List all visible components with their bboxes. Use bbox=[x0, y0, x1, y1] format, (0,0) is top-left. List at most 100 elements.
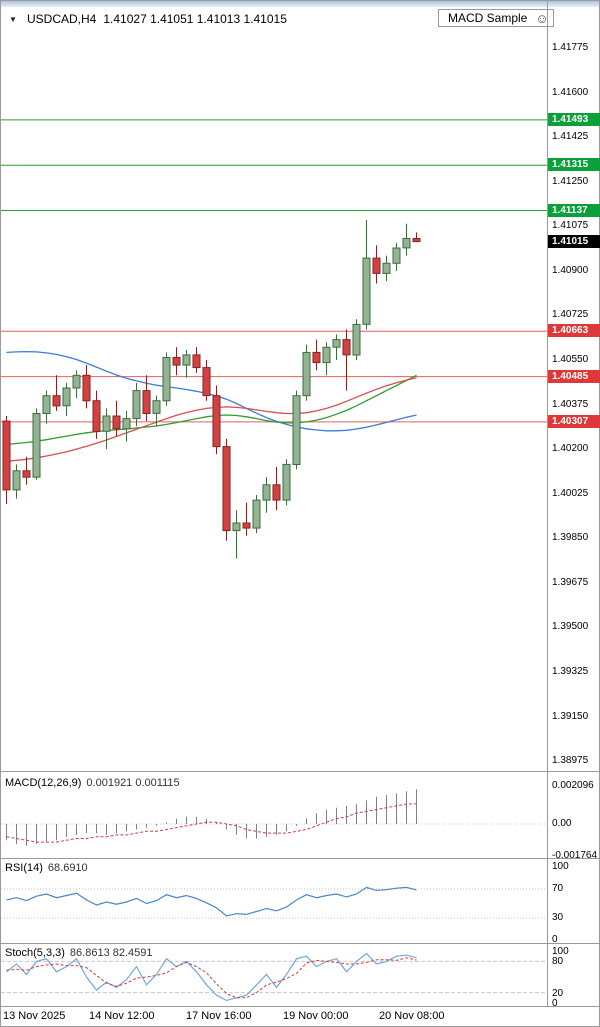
candle-body bbox=[52, 395, 61, 407]
candle-body bbox=[112, 415, 121, 430]
panel-separator[interactable] bbox=[1, 771, 599, 772]
rsi-axis-label: 100 bbox=[552, 861, 569, 872]
candle-body bbox=[182, 354, 191, 366]
support-price-label: 1.40485 bbox=[548, 370, 600, 383]
symbol-period-label: USDCAD,H4 bbox=[27, 12, 97, 26]
rsi-axis-label: 30 bbox=[552, 912, 564, 923]
candle-body bbox=[402, 238, 411, 249]
rsi-axis-label: 0 bbox=[552, 934, 558, 945]
stoch-axis-label: 100 bbox=[552, 946, 569, 957]
stoch-axis-label: 0 bbox=[552, 998, 558, 1009]
candle-body bbox=[282, 463, 291, 501]
candle-body bbox=[272, 484, 281, 501]
chart-title-bar: ▼ USDCAD,H4 1.41027 1.41051 1.41013 1.41… bbox=[6, 10, 287, 28]
candle-body bbox=[72, 374, 81, 389]
macd-indicator-name: MACD(12,26,9) bbox=[5, 777, 82, 789]
candle-body bbox=[362, 257, 371, 325]
ma-red bbox=[6, 377, 417, 463]
main-chart-canvas[interactable] bbox=[1, 31, 547, 771]
time-axis[interactable]: 13 Nov 2025 14 Nov 12:00 17 Nov 16:00 19 No… bbox=[1, 1007, 600, 1027]
price-tick: 1.40025 bbox=[552, 488, 589, 499]
candle-body bbox=[232, 522, 241, 532]
macd-panel-canvas[interactable] bbox=[1, 774, 547, 858]
rsi-panel-label: RSI(14) 68.6910 bbox=[5, 862, 88, 874]
price-tick: 1.40375 bbox=[552, 399, 589, 410]
price-tick: 1.39325 bbox=[552, 666, 589, 677]
rsi-indicator-values: 68.6910 bbox=[47, 862, 88, 874]
symbol-dropdown-icon[interactable]: ▼ bbox=[9, 14, 17, 24]
macd-signal-line bbox=[6, 803, 417, 843]
stoch-panel-label: Stoch(5,3,3) 86.8613 82.4591 bbox=[5, 947, 153, 959]
price-tick: 1.40550 bbox=[552, 354, 589, 365]
time-axis-separator bbox=[1, 1006, 599, 1007]
stoch-panel-canvas[interactable] bbox=[1, 946, 547, 1008]
stoch-main-line bbox=[6, 952, 417, 1002]
time-axis-label: 19 Nov 00:00 bbox=[283, 1010, 349, 1022]
candle-body bbox=[152, 400, 161, 414]
support-price-label: 1.40307 bbox=[548, 415, 600, 428]
candle-body bbox=[202, 367, 211, 397]
candle-body bbox=[342, 339, 351, 356]
price-tick: 1.41250 bbox=[552, 176, 589, 187]
macd-panel-label: MACD(12,26,9) 0.001921 0.001115 bbox=[5, 777, 180, 789]
stoch-indicator-values: 86.8613 82.4591 bbox=[69, 947, 153, 959]
candle-body bbox=[102, 415, 111, 432]
smiley-icon[interactable]: ☺ bbox=[535, 10, 549, 26]
price-axis-separator bbox=[547, 1, 548, 1006]
candle-body bbox=[222, 446, 231, 532]
candle-body bbox=[312, 351, 321, 364]
panel-separator[interactable] bbox=[1, 943, 599, 944]
price-tick: 1.39500 bbox=[552, 621, 589, 632]
price-tick: 1.41600 bbox=[552, 87, 589, 98]
candle-body bbox=[122, 418, 131, 430]
macd-axis-label: 0.002096 bbox=[552, 780, 594, 791]
price-tick: 1.39675 bbox=[552, 577, 589, 588]
price-axis[interactable]: 1.41775 1.41600 1.41425 1.41250 1.41075 1.409… bbox=[548, 1, 600, 1009]
candle-body bbox=[142, 390, 151, 415]
candle-body bbox=[2, 420, 11, 491]
window-top-edge bbox=[1, 1, 599, 7]
candle-body bbox=[172, 357, 181, 366]
price-tick: 1.40725 bbox=[552, 309, 589, 320]
time-axis-label: 17 Nov 16:00 bbox=[186, 1010, 252, 1022]
price-tick: 1.40200 bbox=[552, 443, 589, 454]
candle-body bbox=[332, 339, 341, 348]
resistance-price-label: 1.41493 bbox=[548, 113, 600, 126]
panel-separator[interactable] bbox=[1, 858, 599, 859]
resistance-price-label: 1.41315 bbox=[548, 158, 600, 171]
price-tick: 1.39850 bbox=[552, 532, 589, 543]
candle-body bbox=[322, 346, 331, 364]
macd-axis-label: 0.00 bbox=[552, 818, 572, 829]
candle-body bbox=[412, 238, 421, 243]
expert-advisor-label: MACD Sample ☺ bbox=[438, 9, 554, 27]
macd-axis-label: -0.001764 bbox=[552, 850, 598, 861]
expert-name-text: MACD Sample bbox=[448, 11, 528, 25]
price-tick: 1.38975 bbox=[552, 755, 589, 766]
stoch-axis-label: 20 bbox=[552, 988, 564, 999]
price-tick: 1.40900 bbox=[552, 265, 589, 276]
rsi-line bbox=[6, 886, 417, 917]
support-price-label: 1.40663 bbox=[548, 324, 600, 337]
time-axis-label: 13 Nov 2025 bbox=[3, 1010, 66, 1022]
rsi-panel-canvas[interactable] bbox=[1, 861, 547, 943]
candle-body bbox=[292, 395, 301, 466]
stoch-indicator-name: Stoch(5,3,3) bbox=[5, 947, 65, 959]
candle-body bbox=[212, 395, 221, 448]
candle-body bbox=[262, 484, 271, 501]
candle-body bbox=[382, 262, 391, 274]
candle-body bbox=[32, 413, 41, 478]
time-axis-label: 20 Nov 08:00 bbox=[379, 1010, 445, 1022]
candle-body bbox=[392, 247, 401, 264]
ohlc-quote-label: 1.41027 1.41051 1.41013 1.41015 bbox=[103, 12, 287, 26]
macd-indicator-values: 0.001921 0.001115 bbox=[86, 777, 180, 789]
rsi-indicator-name: RSI(14) bbox=[5, 862, 43, 874]
price-tick: 1.41075 bbox=[552, 220, 589, 231]
resistance-price-label: 1.41137 bbox=[548, 204, 600, 217]
current-price-label: 1.41015 bbox=[548, 235, 600, 248]
price-tick: 1.41425 bbox=[552, 131, 589, 142]
candle-body bbox=[12, 470, 21, 491]
candle-body bbox=[192, 354, 201, 369]
candle-body bbox=[42, 395, 51, 415]
candle-body bbox=[162, 357, 171, 402]
